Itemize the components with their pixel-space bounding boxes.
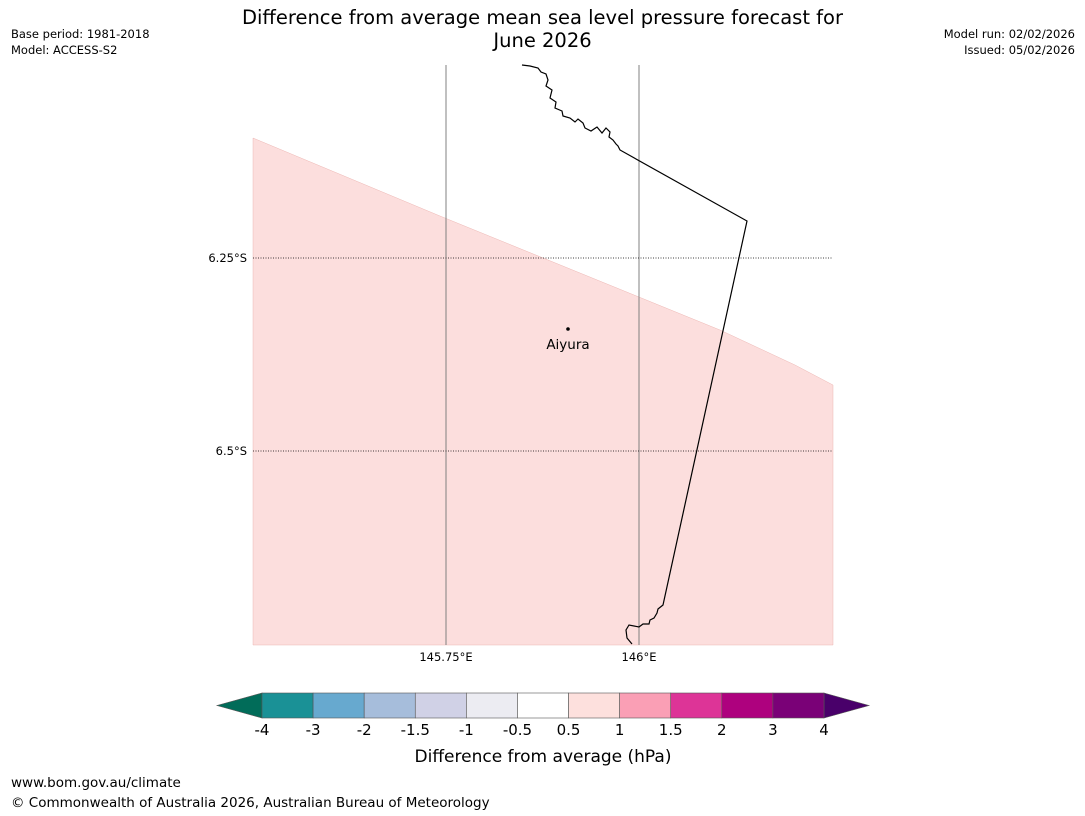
colorbar-tick-label: 3	[768, 721, 778, 739]
colorbar-bin	[312, 692, 365, 719]
colorbar-tick-label: 2	[717, 721, 727, 739]
colorbar-tick-label: -2	[357, 721, 372, 739]
aiyura-label: Aiyura	[546, 337, 589, 353]
model-run: Model run: 02/02/2026	[943, 27, 1075, 41]
colorbar-tick-label: 0.5	[557, 721, 581, 739]
colorbar-bin	[517, 692, 569, 719]
aiyura-marker	[566, 327, 570, 331]
colorbar-over-arrow	[823, 692, 871, 719]
meta-right: Model run: 02/02/2026 Issued: 05/02/2026	[944, 26, 1075, 58]
footer-url[interactable]: www.bom.gov.au/climate	[11, 775, 181, 791]
colorbar-bin	[619, 692, 672, 719]
colorbar: -4 -3 -2 -1.5 -1 -0.5 0.5 1 1.5 2 3 4 Difference fr…	[215, 692, 871, 767]
coastline	[521, 64, 748, 645]
title-line-1: Difference from average mean sea level p…	[242, 6, 843, 29]
lat-label-6-25: 6.25°S	[208, 251, 247, 265]
colorbar-tick-label: 1.5	[659, 721, 683, 739]
colorbar-bin	[414, 692, 467, 719]
colorbar-tick-label: -0.5	[503, 721, 532, 739]
base-period: Base period: 1981-2018	[11, 27, 150, 41]
meta-left: Base period: 1981-2018 Model: ACCESS-S2	[11, 26, 150, 58]
colorbar-bin	[466, 692, 518, 719]
colorbar-tick-label: -1.5	[401, 721, 430, 739]
colorbar-bin	[363, 692, 416, 719]
colorbar-title: Difference from average (hPa)	[415, 747, 672, 767]
chart-title: Difference from average mean sea level p…	[200, 6, 885, 52]
footer-copyright: © Commonwealth of Australia 2026, Austra…	[11, 795, 490, 811]
colorbar-under-arrow	[215, 692, 263, 719]
colorbar-bin	[568, 692, 620, 719]
lat-label-6-5: 6.5°S	[216, 444, 247, 458]
colorbar-tick-label: 1	[615, 721, 625, 739]
colorbar-bin	[261, 692, 314, 719]
colorbar-tick-label: -3	[306, 721, 321, 739]
colorbar-tick-label: -4	[255, 721, 270, 739]
colorbar-tick-label: 4	[819, 721, 829, 739]
lon-label-146: 146°E	[622, 650, 657, 664]
colorbar-bin	[670, 692, 723, 719]
title-line-2: June 2026	[493, 29, 592, 52]
colorbar-bin	[721, 692, 774, 719]
lon-label-145-75: 145.75°E	[419, 650, 472, 664]
anomaly-region	[252, 137, 834, 646]
model-name: Model: ACCESS-S2	[11, 43, 118, 57]
colorbar-tick-label: -1	[459, 721, 474, 739]
colorbar-bin	[772, 692, 825, 719]
issued-date: Issued: 05/02/2026	[964, 43, 1075, 57]
